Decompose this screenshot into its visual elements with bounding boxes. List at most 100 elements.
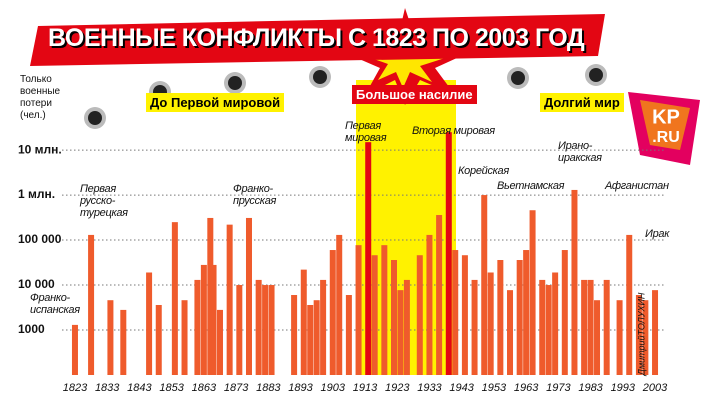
x-tick-label: 1833 [95,382,120,394]
bar [523,250,530,375]
bar [416,255,423,375]
bar [226,224,233,375]
annotation: Ирано- иракская [558,140,602,164]
annotation: Первая русско- турецкая [80,183,128,219]
bar [194,279,201,375]
y-tick-label: 10 млн. [18,142,62,156]
bar [245,217,252,375]
bar [481,195,488,375]
bar [371,255,378,375]
annotation: Афганистан [605,180,669,192]
x-tick-label: 1923 [385,382,410,394]
bar [603,279,610,375]
period-label: Долгий мир [540,93,624,112]
x-tick-label: 2003 [642,382,668,394]
bar [436,215,443,375]
y-tick-label: 1000 [18,322,45,336]
annotation: Вьетнамская [497,180,565,192]
bar [345,295,352,375]
x-tick-label: 1843 [127,382,152,394]
bar [581,279,588,375]
bar [381,245,388,375]
bar [307,304,314,375]
bar [635,295,642,375]
bar [403,279,410,375]
annotation: Вторая мировая [412,125,495,137]
annotation: Первая мировая [345,120,387,144]
x-tick-label: 1973 [546,382,571,394]
x-tick-label: 1903 [321,382,346,394]
x-tick-label: 1853 [159,382,184,394]
x-tick-label: 1823 [63,382,88,394]
credit: ДмитрийТОЛУХИН [636,292,647,376]
x-tick-label: 1863 [192,382,217,394]
bar [545,285,552,375]
bar [329,250,336,375]
annotation: Франко- испанская [30,292,80,316]
x-tick-label: 1943 [449,382,474,394]
bar [487,272,494,375]
x-tick-label: 1953 [482,382,507,394]
bar [255,279,262,375]
bar [594,300,601,375]
logo-text: KP [652,106,680,128]
bar [539,279,546,375]
bar [507,290,514,375]
bar [397,290,404,375]
bar [300,269,307,375]
bar [181,300,188,375]
bar [291,295,298,375]
bar [336,234,343,375]
bar [497,260,504,375]
bar [391,260,398,375]
x-tick-label: 1883 [256,382,281,394]
bar [471,279,478,375]
bar [155,304,162,375]
bar [88,234,95,375]
annotation: Корейская [458,165,509,177]
bar [262,285,269,375]
bar [320,279,327,375]
bar [642,300,649,375]
bar [120,309,127,375]
bar [216,309,223,375]
bar [552,272,559,375]
x-tick-label: 1933 [417,382,442,394]
bar [445,132,452,375]
bar [616,300,623,375]
bar [207,217,214,375]
y-tick-label: 10 000 [18,277,55,291]
x-tick-label: 1963 [514,382,539,394]
annotation: Ирак [645,228,670,240]
bar [365,142,372,375]
bar [210,264,217,375]
bar [355,245,362,375]
bar [236,285,243,375]
bar [71,324,78,375]
x-tick-label: 1983 [578,382,603,394]
y-tick-label: 100 000 [18,232,62,246]
x-tick-label: 1913 [353,382,378,394]
bar [652,290,659,375]
y-tick-label: 1 млн. [18,187,55,201]
period-label: До Первой мировой [146,93,285,112]
bar [426,234,433,375]
logo-bg [640,100,690,150]
logo-text: .RU [652,129,680,146]
bar [626,234,633,375]
bar [587,279,594,375]
bar [146,272,153,375]
bar [516,260,523,375]
x-tick-label: 1893 [288,382,313,394]
annotation: Франко- прусская [233,183,277,207]
y-axis-label: Только военные потери (чел.) [20,74,61,121]
bar [268,285,275,375]
bar [200,264,207,375]
title-banner [30,14,605,66]
bar [452,250,459,375]
x-tick-label: 1993 [611,382,636,394]
bar [561,250,568,375]
bar [571,189,578,375]
bar [461,255,468,375]
